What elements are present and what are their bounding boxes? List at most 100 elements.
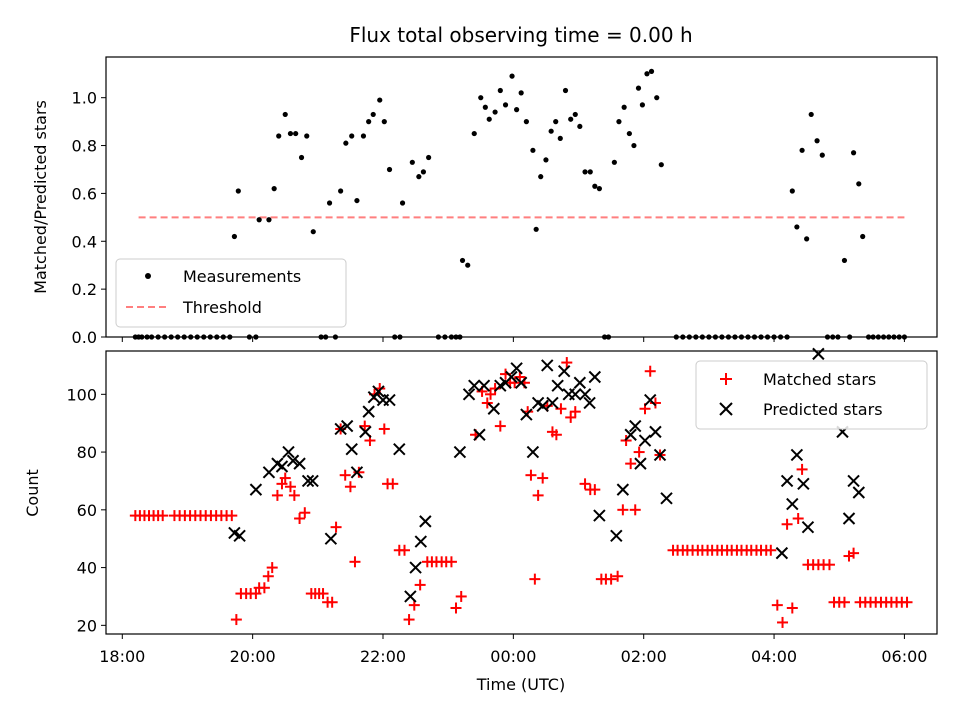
matched-star-point (299, 507, 311, 519)
measurement-point (304, 133, 310, 139)
predicted-star-point (362, 405, 375, 418)
measurement-point (841, 257, 848, 264)
matched-star-point (848, 547, 860, 559)
measurement-point (611, 159, 617, 165)
predicted-star-point (557, 365, 571, 378)
matched-star-point (250, 588, 262, 600)
bottom-y-ticks: 20 40 60 80 100 (66, 385, 106, 635)
bottom-legend: Matched stars Predicted stars (695, 360, 928, 430)
predicted-star-point (624, 428, 637, 441)
measurement-point (370, 111, 376, 118)
matched-star-point (529, 573, 541, 585)
measurement-point (271, 186, 277, 192)
legend-matched-label: Matched stars (763, 370, 876, 389)
predicted-star-point (514, 376, 528, 389)
measurement-point (497, 87, 503, 94)
predicted-star-point (393, 442, 406, 456)
top-plot-frame (105, 56, 938, 338)
measurement-point (420, 169, 427, 175)
predicted-star-point (419, 515, 432, 528)
matched-star-point (633, 446, 645, 458)
matched-star-point (258, 582, 270, 594)
predicted-star-point (473, 428, 486, 441)
bottom-y-tick-label: 100 (66, 385, 97, 404)
measurement-point (492, 109, 498, 115)
matched-star-point (625, 458, 637, 470)
measurement-point (648, 68, 655, 74)
predicted-star-point (842, 512, 856, 525)
predicted-star-point (852, 486, 865, 499)
predicted-star-point (644, 393, 657, 407)
matched-star-point (605, 573, 617, 585)
predicted-star-point (233, 529, 246, 543)
measurement-point (282, 111, 288, 118)
measurement-point (543, 157, 549, 163)
matched-star-point (589, 484, 601, 496)
matched-star-point (792, 512, 804, 524)
predicted-star-point (372, 385, 385, 398)
matched-star-point (838, 596, 850, 608)
predicted-star-point (462, 388, 476, 401)
matched-star-point (450, 602, 462, 614)
measurement-point (256, 217, 262, 223)
measurement-point (338, 188, 344, 194)
legend-threshold-label: Threshold (182, 298, 262, 317)
bottom-x-tick-label: 00:00 (490, 647, 536, 666)
predicted-star-point (780, 474, 794, 488)
matched-star-point (288, 489, 300, 501)
measurement-point (298, 154, 305, 161)
top-y-ticks: 0.0 0.2 0.4 0.6 0.8 1.0 (72, 89, 106, 347)
matched-star-point (644, 365, 656, 377)
matched-star-point (317, 588, 329, 600)
predicted-star-point (350, 466, 364, 479)
top-legend: Measurements Threshold (115, 258, 347, 328)
matched-star-point (796, 463, 808, 475)
matched-star-point (330, 521, 342, 533)
matched-star-point (339, 469, 351, 481)
predicted-star-point (583, 396, 596, 410)
predicted-star-point (638, 434, 652, 447)
predicted-star-point (629, 419, 642, 433)
bottom-x-tick-label: 20:00 (230, 647, 276, 666)
predicted-star-point (301, 474, 315, 488)
measurement-point (553, 119, 559, 125)
predicted-star-point (593, 509, 606, 522)
matched-star-point (349, 556, 361, 568)
top-legend-box (115, 258, 347, 328)
measurement-point (310, 229, 316, 235)
matched-star-point (765, 544, 777, 556)
predicted-star-point (616, 483, 630, 496)
matched-star-point (455, 590, 467, 602)
legend-predicted-marker (719, 402, 733, 416)
measurement-point (626, 130, 632, 137)
measurement-point (587, 169, 593, 175)
measurement-point (654, 95, 660, 101)
measurement-point (386, 166, 393, 173)
measurement-point (568, 116, 574, 122)
measurement-point (360, 133, 367, 139)
bottom-y-tick-label: 40 (77, 559, 97, 578)
bottom-x-tick-label: 02:00 (621, 647, 667, 666)
predicted-star-point (812, 347, 825, 361)
measurement-point (557, 135, 563, 141)
predicted-star-point (536, 399, 549, 413)
measurement-point (518, 90, 524, 96)
matched-star-point (326, 596, 338, 608)
measurement-point (326, 200, 333, 206)
matched-star-point (485, 388, 497, 400)
bottom-plot-frame (105, 350, 938, 635)
predicted-star-point (275, 460, 289, 473)
matched-star-point (550, 429, 562, 441)
predicted-star-point (383, 393, 396, 407)
measurement-point (804, 236, 810, 242)
bottom-x-ticks: 18:00 20:00 22:00 00:00 02:00 04:00 06:00 (99, 634, 927, 666)
measurement-point (572, 111, 578, 118)
matched-star-point (777, 616, 789, 628)
top-y-tick-label: 0.8 (72, 137, 97, 156)
measurement-point (856, 181, 862, 187)
measurement-point (530, 147, 536, 153)
predicted-star-point (847, 474, 860, 488)
matched-star-point (279, 472, 291, 484)
bottom-x-tick-label: 22:00 (360, 647, 406, 666)
